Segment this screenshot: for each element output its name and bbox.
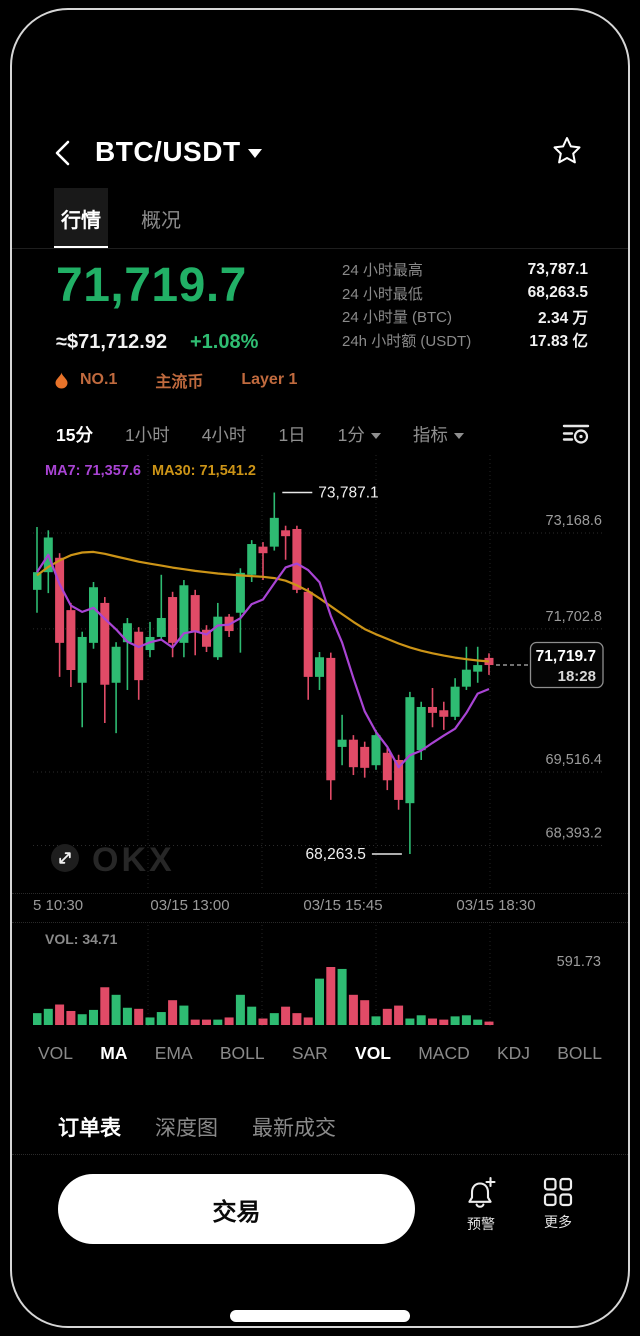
back-icon[interactable] — [52, 139, 74, 167]
svg-text:68,263.5: 68,263.5 — [306, 846, 366, 863]
orderbook-divider — [12, 1154, 628, 1155]
stat-row-volume: 24 小时量 (BTC) 2.34 万 — [342, 305, 588, 329]
flame-icon — [55, 372, 68, 388]
orderbook-tabs: 订单表 深度图 最新成交 — [58, 1112, 336, 1142]
svg-text:69,516.4: 69,516.4 — [546, 752, 602, 768]
chevron-down-icon — [453, 432, 464, 439]
indicator-tab-macd-6[interactable]: MACD — [418, 1043, 470, 1063]
ma30-legend: MA30: 71,541.2 — [152, 463, 256, 479]
stat-label: 24h 小时额 (USDT) — [342, 332, 472, 350]
svg-text:73,168.6: 73,168.6 — [546, 513, 602, 529]
ma7-legend: MA7: 71,357.6 — [45, 463, 141, 479]
more-label: 更多 — [544, 1214, 572, 1230]
svg-text:73,787.1: 73,787.1 — [318, 485, 378, 502]
rank-badge[interactable]: NO.1 — [80, 371, 118, 388]
stat-value: 68,263.5 — [527, 284, 588, 302]
tab-overview[interactable]: 概况 — [141, 210, 181, 232]
pair-dropdown-caret-icon[interactable] — [248, 149, 262, 158]
volume-chart[interactable] — [33, 925, 605, 1030]
indicator-tab-boll-3[interactable]: BOLL — [219, 1043, 265, 1063]
more-button[interactable]: 更多 — [542, 1176, 574, 1232]
indicator-tab-vol-5[interactable]: VOL — [355, 1043, 391, 1063]
tab-quotes[interactable]: 行情 — [54, 188, 108, 249]
pair-title[interactable]: BTC/USDT — [95, 136, 241, 167]
stat-label: 24 小时最高 — [342, 262, 423, 280]
x-axis-label: 03/15 18:30 — [456, 897, 536, 914]
tf-15m[interactable]: 15分 — [56, 425, 93, 445]
volume-top-divider — [12, 922, 628, 923]
svg-text:18:28: 18:28 — [558, 668, 596, 685]
mainstream-badge[interactable]: 主流币 — [155, 374, 204, 391]
fiat-value: ≈$71,712.92 — [56, 331, 168, 353]
stat-value: 73,787.1 — [527, 260, 588, 278]
chevron-down-icon — [370, 432, 381, 439]
okx-watermark: OKX — [92, 841, 175, 879]
tf-1d[interactable]: 1日 — [278, 425, 306, 445]
tab-depth-chart[interactable]: 深度图 — [155, 1117, 218, 1140]
indicator-tab-vol-0[interactable]: VOL — [38, 1043, 74, 1063]
indicator-tab-kdj-7[interactable]: KDJ — [496, 1043, 531, 1063]
timeframe-toolbar: 15分 1小时 4小时 1日 1分 指标 — [56, 422, 464, 447]
alert-label: 预警 — [467, 1216, 495, 1232]
stat-row-low: 24 小时最低 68,263.5 — [342, 282, 588, 306]
stat-label: 24 小时最低 — [342, 285, 423, 303]
x-axis-label: 03/15 13:00 — [150, 897, 230, 914]
stats-panel: 24 小时最高 73,787.1 24 小时最低 68,263.5 24 小时量… — [342, 258, 588, 352]
chart-bottom-divider — [12, 893, 628, 894]
indicator-tab-ema-2[interactable]: EMA — [154, 1043, 193, 1063]
svg-text:71,702.8: 71,702.8 — [546, 609, 602, 625]
svg-text:68,393.2: 68,393.2 — [546, 826, 602, 842]
candlestick-chart[interactable]: 73,787.1 68,263.5 71,719.7 18:28 73,168.6 71,… — [33, 455, 605, 895]
tf-1h[interactable]: 1小时 — [124, 425, 170, 445]
indicator-tab-sar-4[interactable]: SAR — [291, 1043, 328, 1063]
volume-current-label: VOL: 34.71 — [45, 931, 118, 947]
trade-button[interactable]: 交易 — [58, 1174, 415, 1244]
stat-value: 17.83 亿 — [529, 333, 588, 351]
indicator-dropdown[interactable]: 指标 — [413, 422, 464, 447]
tab-order-book[interactable]: 订单表 — [58, 1117, 121, 1140]
indicator-bar: VOL MA EMA BOLL SAR VOL MACD KDJ BOLL — [38, 1043, 602, 1064]
x-axis-label: 03/15 15:45 — [303, 897, 383, 914]
chart-settings-icon[interactable] — [561, 420, 591, 448]
indicator-tab-boll-8[interactable]: BOLL — [557, 1043, 602, 1063]
header-divider — [12, 248, 628, 249]
home-indicator[interactable] — [230, 1310, 410, 1322]
stat-value: 2.34 万 — [538, 309, 588, 327]
x-axis-label: 5 10:30 — [33, 897, 84, 914]
favorite-star-icon[interactable] — [551, 135, 583, 167]
grid-more-icon — [543, 1177, 573, 1207]
alert-button[interactable]: 预警 — [465, 1176, 497, 1234]
expand-chart-button[interactable] — [50, 843, 80, 873]
badge-row: NO.1 主流币 Layer 1 — [55, 368, 297, 392]
tf-4h[interactable]: 4小时 — [201, 425, 247, 445]
tab-latest-trades[interactable]: 最新成交 — [252, 1117, 336, 1140]
layer1-badge[interactable]: Layer 1 — [241, 371, 298, 388]
x-axis-labels: 5 10:30 03/15 13:00 03/15 15:45 03/15 18:30 — [0, 897, 640, 917]
tf-more-dropdown[interactable]: 1分 — [338, 422, 381, 447]
alert-bell-icon — [468, 1176, 496, 1208]
volume-max-label: 591.73 — [556, 954, 601, 970]
stat-row-turnover: 24h 小时额 (USDT) 17.83 亿 — [342, 329, 588, 353]
indicator-tab-ma-1[interactable]: MA — [100, 1043, 128, 1063]
last-price: 71,719.7 — [56, 259, 247, 312]
svg-text:71,719.7: 71,719.7 — [536, 648, 596, 665]
stat-row-high: 24 小时最高 73,787.1 — [342, 258, 588, 282]
stat-label: 24 小时量 (BTC) — [342, 309, 453, 327]
change-percent: +1.08% — [190, 331, 259, 353]
top-tabs: 行情 概况 — [54, 188, 188, 249]
